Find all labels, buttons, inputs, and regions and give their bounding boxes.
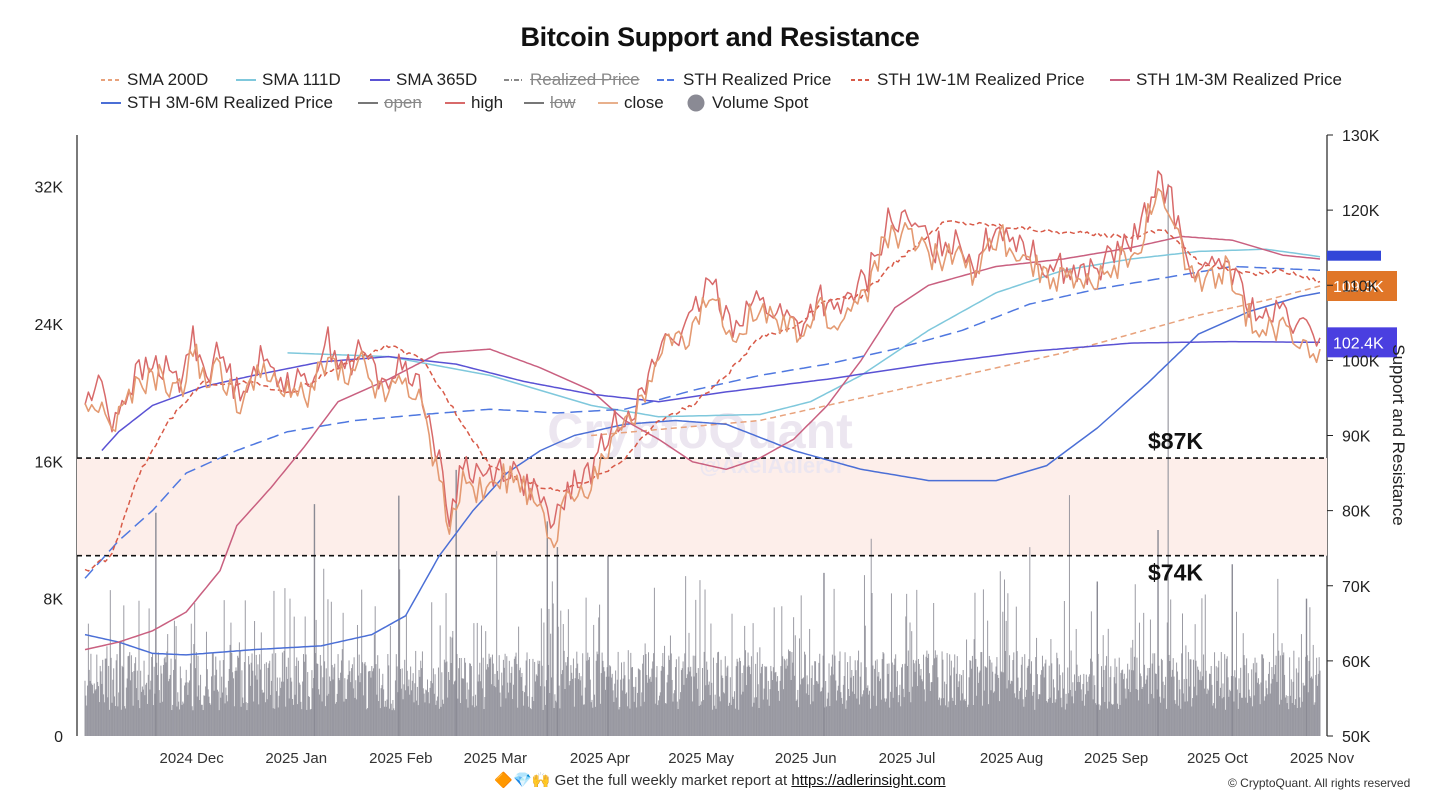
watermark-handle: @AxelAdlerJr bbox=[700, 453, 845, 478]
legend-label: low bbox=[550, 93, 576, 112]
end-label-box bbox=[1327, 327, 1397, 358]
end-label-sma111-stub bbox=[1327, 250, 1381, 261]
end-label-box bbox=[1327, 271, 1397, 302]
right-tick-label: 120K bbox=[1342, 203, 1380, 220]
chart-title: Bitcoin Support and Resistance bbox=[520, 22, 920, 52]
legend-item-high[interactable]: high bbox=[444, 92, 503, 114]
x-tick-label: 2025 Jan bbox=[265, 750, 327, 767]
x-tick-label: 2025 Apr bbox=[570, 750, 630, 767]
legend-swatch bbox=[657, 79, 677, 81]
legend-label: Realized Price bbox=[530, 70, 640, 89]
footer: 🔶💎🙌 Get the full weekly market report at… bbox=[0, 771, 1440, 789]
series-sth-3m-6m-realized-price bbox=[84, 292, 1321, 656]
legend-swatch bbox=[598, 102, 618, 104]
legend-swatch bbox=[1110, 79, 1130, 81]
x-tick-label: 2025 May bbox=[668, 750, 734, 767]
left-tick-label: 24K bbox=[35, 317, 64, 334]
legend-label: high bbox=[471, 93, 504, 112]
right-tick-label: 50K bbox=[1342, 729, 1371, 746]
legend-swatch bbox=[370, 79, 390, 81]
level-74k-label: $74K bbox=[1148, 560, 1203, 586]
legend-item-open[interactable]: open bbox=[357, 92, 422, 114]
legend-label: STH 3M-6M Realized Price bbox=[127, 93, 333, 112]
legend-swatch bbox=[524, 102, 544, 104]
legend-item-close[interactable]: close bbox=[597, 92, 664, 114]
legend-item-sth-1m-3m-realized-price[interactable]: STH 1M-3M Realized Price bbox=[1109, 69, 1342, 91]
legend-label: Volume Spot bbox=[712, 93, 809, 112]
series-sma-200d bbox=[591, 285, 1321, 437]
legend-swatch bbox=[504, 79, 524, 81]
series-close bbox=[84, 187, 1321, 549]
series-sth-1m-3m-realized-price bbox=[84, 235, 1321, 651]
right-tick-label: 60K bbox=[1342, 654, 1371, 671]
x-tick-label: 2025 Oct bbox=[1187, 750, 1249, 767]
series-sma-365d bbox=[101, 340, 1320, 451]
legend-swatch bbox=[687, 94, 705, 112]
legend-label: SMA 200D bbox=[127, 70, 209, 89]
x-tick-label: 2025 Jun bbox=[775, 750, 837, 767]
left-tick-label: 8K bbox=[43, 592, 63, 609]
legend-swatch bbox=[358, 102, 378, 104]
x-tick-label: 2025 Jul bbox=[879, 750, 936, 767]
end-label-text: 102.4K bbox=[1333, 335, 1384, 352]
right-axis-title: Support and Resistance bbox=[1389, 344, 1408, 525]
left-tick-label: 16K bbox=[35, 454, 64, 471]
legend-item-low[interactable]: low bbox=[523, 92, 576, 114]
left-tick-label: 0 bbox=[54, 729, 63, 746]
x-tick-label: 2025 Aug bbox=[980, 750, 1043, 767]
legend-item-realized-price[interactable]: Realized Price bbox=[503, 69, 640, 91]
legend-item-sma-200d[interactable]: SMA 200D bbox=[100, 69, 208, 91]
x-tick-label: 2025 Sep bbox=[1084, 750, 1148, 767]
x-tick-label: 2025 Feb bbox=[369, 750, 432, 767]
volume-spot-bars bbox=[84, 469, 1321, 736]
legend-swatch bbox=[101, 102, 121, 104]
right-tick-label: 110K bbox=[1342, 278, 1379, 295]
footer-link[interactable]: https://adlerinsight.com bbox=[791, 772, 946, 789]
legend-label: STH 1M-3M Realized Price bbox=[1136, 70, 1342, 89]
legend-item-sth-1w-1m-realized-price[interactable]: STH 1W-1M Realized Price bbox=[850, 69, 1085, 91]
legend-label: open bbox=[384, 93, 422, 112]
legend-swatch bbox=[236, 79, 256, 81]
support-zone bbox=[77, 458, 1327, 556]
copyright: © CryptoQuant. All rights reserved bbox=[1228, 776, 1411, 790]
left-tick-label: 32K bbox=[35, 180, 64, 197]
legend-label: STH Realized Price bbox=[683, 70, 832, 89]
legend-item-sth-3m-6m-realized-price[interactable]: STH 3M-6M Realized Price bbox=[100, 92, 333, 114]
legend-swatch bbox=[445, 102, 465, 104]
legend-item-sth-realized-price[interactable]: STH Realized Price bbox=[656, 69, 831, 91]
legend-item-volume-spot[interactable]: Volume Spot bbox=[685, 92, 808, 114]
legend-label: STH 1W-1M Realized Price bbox=[877, 70, 1085, 89]
legend-label: SMA 111D bbox=[262, 70, 341, 89]
legend-item-sma-365d[interactable]: SMA 365D bbox=[369, 69, 477, 91]
right-tick-label: 70K bbox=[1342, 579, 1371, 596]
legend-label: SMA 365D bbox=[396, 70, 478, 89]
end-label-text: 109.9K bbox=[1333, 279, 1384, 296]
footer-emojis: 🔶💎🙌 bbox=[494, 772, 551, 789]
footer-text: Get the full weekly market report at bbox=[554, 772, 788, 789]
series-sma-111d bbox=[287, 248, 1321, 418]
x-tick-label: 2025 Mar bbox=[464, 750, 527, 767]
legend-swatch bbox=[851, 79, 871, 81]
right-tick-label: 130K bbox=[1342, 128, 1380, 145]
right-tick-label: 90K bbox=[1342, 429, 1371, 446]
legend-item-sma-111d[interactable]: SMA 111D bbox=[235, 69, 341, 91]
right-tick-label: 100K bbox=[1342, 353, 1380, 370]
x-tick-label: 2025 Nov bbox=[1290, 750, 1355, 767]
legend-label: close bbox=[624, 93, 664, 112]
series-sth-realized-price bbox=[84, 265, 1321, 579]
right-tick-label: 80K bbox=[1342, 504, 1371, 521]
x-tick-label: 2024 Dec bbox=[160, 750, 225, 767]
legend-swatch bbox=[101, 79, 121, 81]
level-87k-label: $87K bbox=[1148, 428, 1203, 454]
